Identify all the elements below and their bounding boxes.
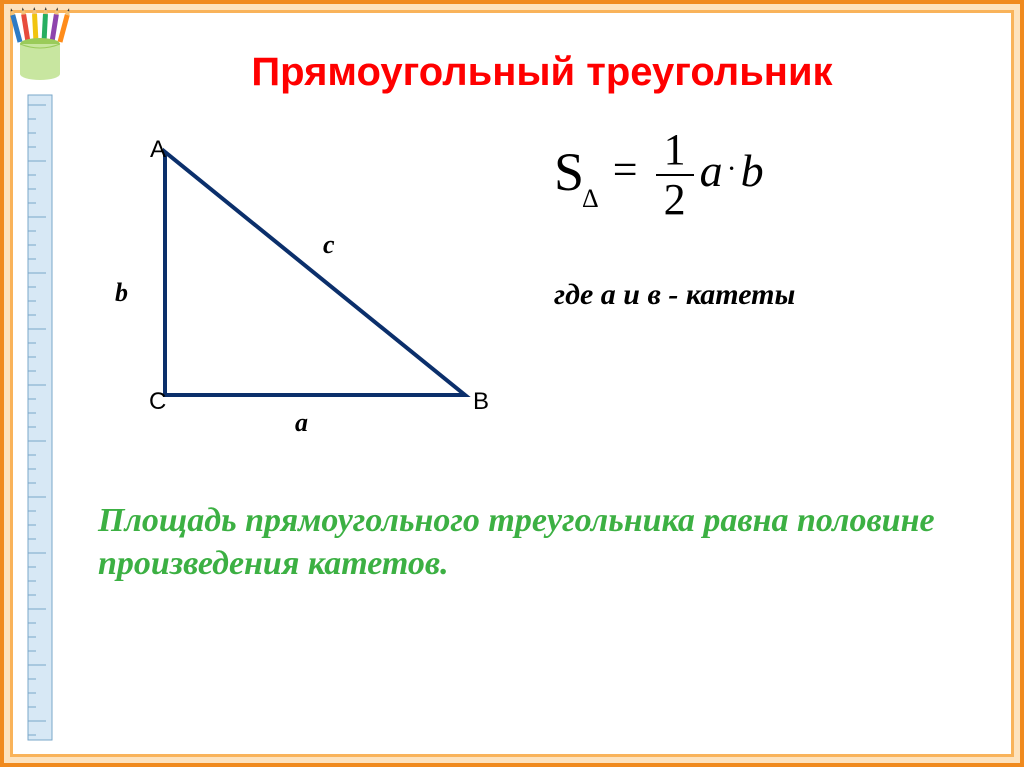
formula-legend: где a и в - катеты (554, 278, 944, 312)
vertex-label-c: C (149, 388, 166, 416)
pencil-cup-icon (8, 4, 72, 82)
formula-numerator: 1 (656, 128, 694, 174)
triangle-svg (105, 130, 525, 450)
triangle-diagram: A B C a b c (105, 130, 525, 450)
side-label-a: a (295, 408, 308, 438)
formula-delta: Δ (582, 184, 599, 213)
formula-b: b (741, 145, 764, 196)
formula-a: a (700, 145, 723, 196)
formula-eq: = (613, 145, 638, 194)
slide-title: Прямоугольный треугольник (120, 50, 964, 95)
vertex-label-a: A (150, 136, 166, 164)
formula-dot: · (723, 152, 741, 185)
side-label-c: c (323, 230, 335, 260)
vertex-label-b: B (473, 388, 489, 416)
formula-fraction: 1 2 (656, 128, 694, 222)
area-formula: SΔ = 1 2 a·b (554, 132, 954, 242)
formula-denominator: 2 (656, 174, 694, 222)
slide: Прямоугольный треугольник A B C a b c SΔ… (0, 0, 1024, 767)
theorem-statement: Площадь прямоугольного треугольника равн… (98, 500, 964, 585)
formula-s: S (554, 142, 584, 202)
side-label-b: b (115, 278, 128, 308)
